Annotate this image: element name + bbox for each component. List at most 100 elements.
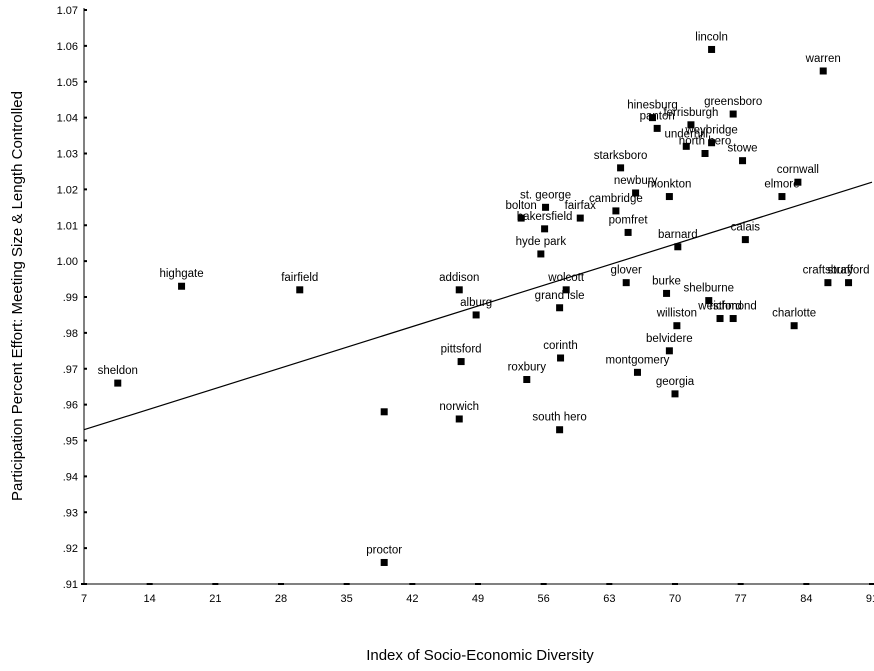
y-tick-label: 1.07 [57,5,78,17]
regression-line [83,181,873,431]
data-point [705,297,713,305]
data-point [296,286,304,294]
x-tick-label: 42 [406,593,418,605]
data-point [541,225,549,233]
x-tick-label: 84 [800,593,812,605]
data-point [517,214,525,222]
data-point [708,139,716,147]
data-point [790,322,798,330]
point-label: craftsbury [803,265,854,277]
x-tick-label: 77 [735,593,747,605]
point-label: strafford [828,265,870,277]
point-label: roxbury [508,362,547,374]
point-label: hyde park [516,236,567,248]
x-axis-title: Index of Socio-Economic Diversity [366,647,594,664]
x-tick-label: 63 [603,593,615,605]
data-point [617,164,625,172]
point-label: georgia [656,376,695,388]
point-label: newbury [614,175,658,187]
data-point [739,157,747,165]
point-label: westford [697,301,741,313]
y-tick-label: 1.00 [57,256,78,268]
data-point [624,228,632,236]
point-label: south hero [532,412,586,424]
point-label: shelburne [684,283,735,295]
point-label: proctor [366,544,402,556]
point-label: charlotte [772,308,816,320]
data-point [380,408,388,416]
point-label: elmore [764,179,799,191]
point-label: richmond [710,301,757,313]
x-tick-label: 56 [538,593,550,605]
point-label: bakersfield [517,211,573,223]
point-label: weybridge [684,125,737,137]
point-label: ferrisburgh [663,107,718,119]
data-point [472,311,480,319]
y-tick-label: 1.03 [57,149,78,161]
data-point [708,45,716,53]
point-label: lincoln [695,31,728,43]
data-point [778,193,786,201]
point-label: starksboro [594,150,648,162]
data-point [556,426,564,434]
x-tick-label: 14 [144,593,156,605]
data-point [663,289,671,297]
data-point [455,415,463,423]
data-point [380,558,388,566]
point-label: alburg [460,297,492,309]
data-point [556,304,564,312]
data-point [455,286,463,294]
point-label: wolcott [547,272,585,284]
x-tick-label: 35 [341,593,353,605]
point-label: calais [731,222,761,234]
data-point [674,243,682,251]
data-point [824,279,832,287]
point-label: greensboro [704,96,762,108]
x-tick-label: 49 [472,593,484,605]
y-tick-label: .96 [63,400,78,412]
point-label: montgomery [606,354,670,366]
point-label: grand isle [535,290,585,302]
data-point [845,279,853,287]
x-tick-label: 70 [669,593,681,605]
point-label: glover [611,265,642,277]
point-label: underhill [665,128,708,140]
y-tick-label: 1.06 [57,41,78,53]
data-point [701,150,709,157]
data-point [665,193,673,201]
y-tick-label: 1.04 [57,113,78,125]
point-label: highgate [159,268,203,280]
data-points [114,45,853,566]
data-point [632,189,640,197]
y-tick-label: 1.02 [57,184,78,196]
data-point [557,354,565,362]
point-label: bolton [505,200,536,212]
point-label: pittsford [441,344,482,356]
y-axis-title: Participation Percent Effort: Meeting Si… [9,91,26,501]
y-tick-label: .94 [63,471,78,483]
x-tick-label: 91 [866,593,874,605]
data-point [523,376,531,384]
point-label: cambridge [589,193,643,205]
x-tick-label: 21 [209,593,221,605]
y-tick-label: .95 [63,436,78,448]
y-tick-label: .91 [63,579,78,591]
point-label: norwich [439,401,479,413]
ticks [81,9,874,585]
y-tick-label: .99 [63,292,78,304]
y-tick-label: 1.05 [57,77,78,89]
point-label: addison [439,272,479,284]
point-label: hinesburg [627,100,678,112]
data-point [633,368,641,376]
point-label: burke [652,275,681,287]
point-label: warren [805,53,841,65]
x-tick-label: 7 [81,593,87,605]
data-point [819,67,827,75]
data-point [716,315,724,323]
data-point [537,250,545,258]
data-point [729,110,737,118]
data-point [653,124,661,132]
data-point [729,315,737,323]
y-tick-label: 1.01 [57,220,78,232]
